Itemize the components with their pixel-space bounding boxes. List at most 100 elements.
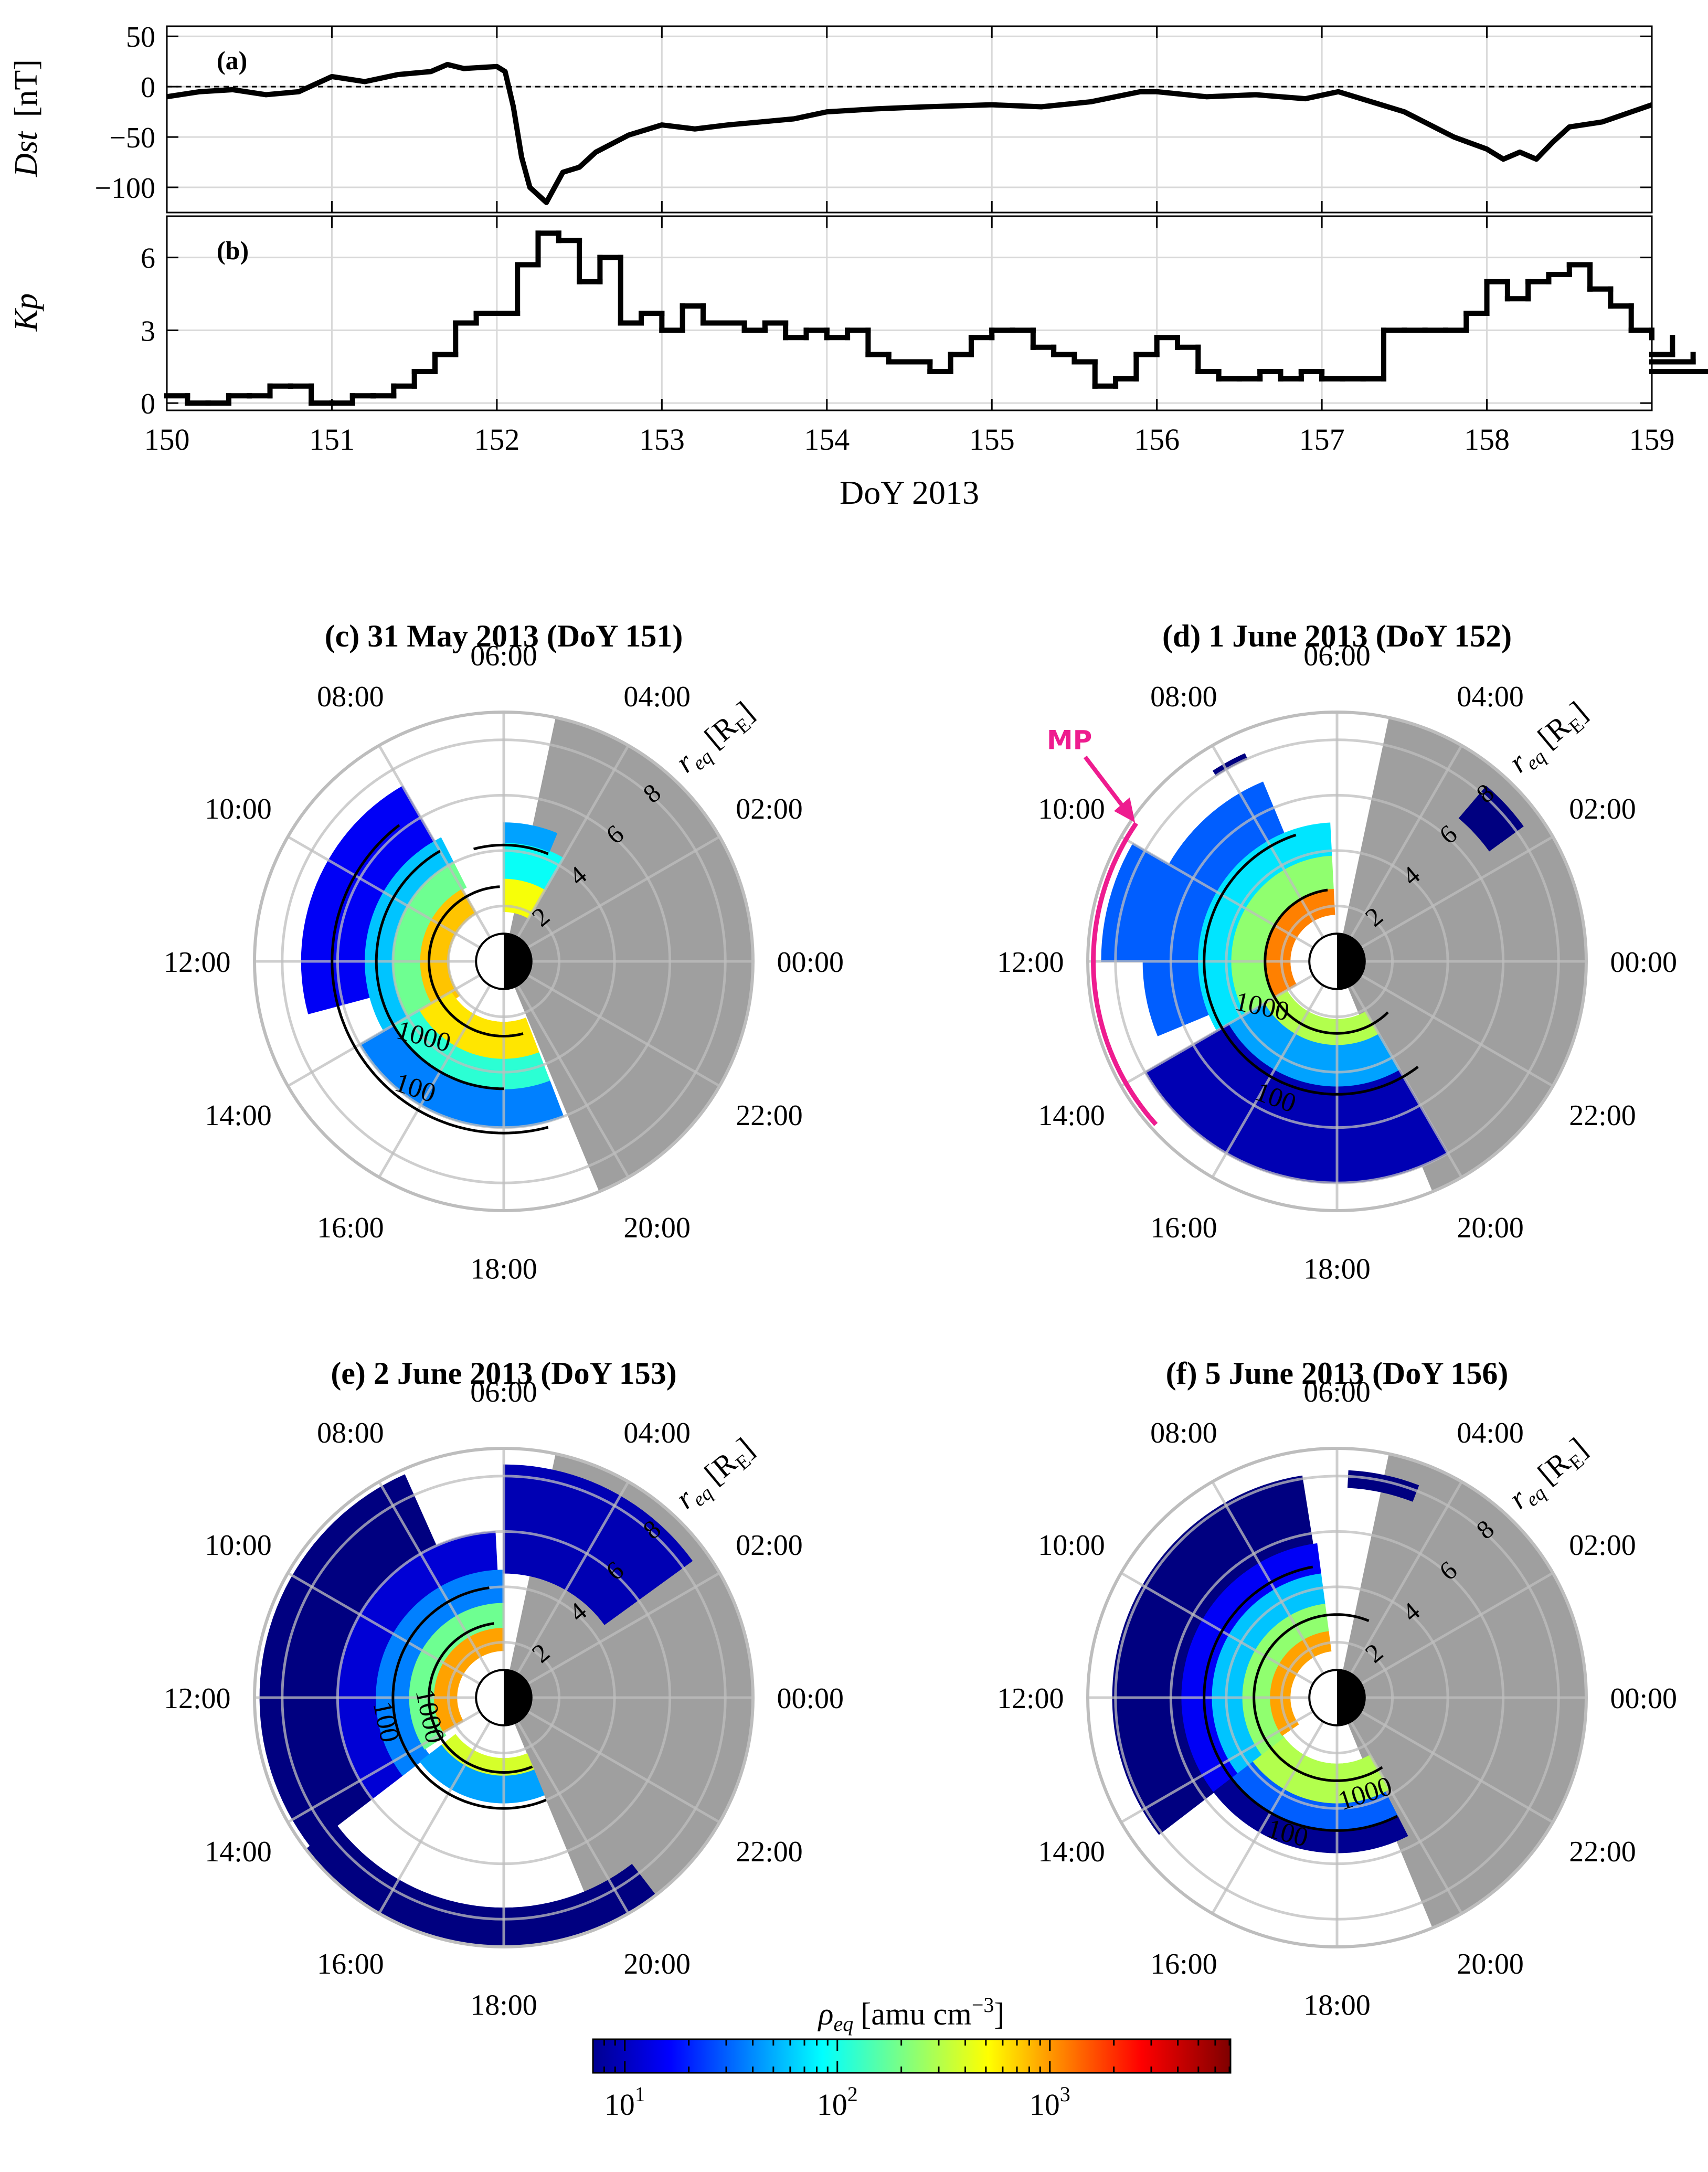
density-contour bbox=[1253, 1613, 1370, 1746]
mlt-label: 12:00 bbox=[997, 946, 1064, 979]
mlt-label: 12:00 bbox=[164, 1682, 231, 1715]
colorbar-tick-label: 102 bbox=[817, 2082, 858, 2122]
density-cell bbox=[419, 991, 539, 1059]
colorbar-unit-sup: −3 bbox=[972, 1993, 994, 2017]
polar-spoke bbox=[1350, 984, 1463, 1178]
mlt-label: 04:00 bbox=[623, 681, 691, 713]
colorbar-tick-base: 10 bbox=[604, 2088, 635, 2122]
mlt-label: 16:00 bbox=[317, 1212, 384, 1244]
mlt-label: 14:00 bbox=[1038, 1099, 1105, 1132]
polar-spoke bbox=[527, 1710, 720, 1824]
density-contour bbox=[375, 850, 441, 1020]
kp-y-tick-label: 0 bbox=[141, 388, 155, 420]
polar-spoke bbox=[1350, 1721, 1463, 1914]
kp-x-ticks: 150 151 152 153 154 155 156 157 158 159 bbox=[144, 216, 1675, 457]
kp-x-tick-label: 155 bbox=[969, 422, 1015, 457]
polar-spoke bbox=[1211, 1481, 1324, 1675]
polar-spoke bbox=[1211, 1721, 1324, 1914]
kp-x-tick-label: 153 bbox=[639, 422, 685, 457]
polar-spoke bbox=[1211, 984, 1324, 1178]
mlt-label: 08:00 bbox=[1150, 1417, 1217, 1449]
polar-panel-d: (d) 1 June 2013 (DoY 152)100010000:0002:… bbox=[997, 619, 1677, 1285]
kp-y-ticks: 6 3 0 bbox=[141, 242, 1652, 420]
polar-spoke bbox=[516, 1481, 630, 1675]
colorbar-tick-exp: 3 bbox=[1060, 2082, 1070, 2106]
density-colorbar: 101 102 103 ρeq [amu cm−3] bbox=[592, 1993, 1232, 2122]
density-contour bbox=[1267, 1744, 1383, 1782]
kp-x-tick-label: 159 bbox=[1629, 422, 1675, 457]
mlt-label: 16:00 bbox=[1150, 1948, 1217, 1980]
polar-spoke bbox=[1360, 1710, 1554, 1824]
mlt-label: 22:00 bbox=[736, 1836, 803, 1868]
polar-panel-e: (e) 2 June 2013 (DoY 153)100010000:0002:… bbox=[164, 1356, 844, 2021]
mlt-label: 20:00 bbox=[623, 1948, 691, 1980]
density-cell bbox=[419, 1744, 545, 1804]
mlt-label: 18:00 bbox=[1303, 1989, 1371, 2021]
density-contour bbox=[1203, 833, 1297, 1043]
colorbar-symbol-sub: eq bbox=[833, 2012, 853, 2036]
polar-spoke bbox=[287, 974, 481, 1087]
kp-y-tick-label: 6 bbox=[141, 242, 155, 275]
radius-unit: [R bbox=[698, 1445, 743, 1491]
magnetopause-arrowhead bbox=[1114, 797, 1136, 823]
dst-y-unit: [nT] bbox=[8, 59, 44, 117]
mlt-label: 18:00 bbox=[470, 1253, 537, 1285]
density-contour bbox=[404, 1747, 547, 1810]
polar-spoke bbox=[1120, 1572, 1314, 1685]
mlt-label: 10:00 bbox=[205, 793, 272, 825]
polar-spoke bbox=[378, 984, 491, 1178]
no-coverage-sector bbox=[510, 717, 753, 1192]
polar-panel-f: (f) 5 June 2013 (DoY 156)100010000:0002:… bbox=[997, 1356, 1677, 2021]
polar-spoke bbox=[287, 835, 481, 949]
polar-title-c: (c) 31 May 2013 (DoY 151) bbox=[325, 619, 683, 653]
mlt-label: 16:00 bbox=[317, 1948, 384, 1980]
polar-spoke bbox=[527, 974, 720, 1087]
kp-y-axis-label: Kp bbox=[8, 293, 44, 332]
polar-spoke bbox=[1360, 1572, 1554, 1685]
dst-panel-label: (a) bbox=[217, 46, 247, 75]
colorbar-tick-exp: 1 bbox=[635, 2082, 645, 2106]
polar-spoke bbox=[1120, 974, 1314, 1087]
earth-nightside bbox=[504, 1670, 532, 1725]
dst-y-tick-label: −100 bbox=[94, 172, 155, 205]
dst-y-var: Dst bbox=[8, 131, 44, 177]
kp-x-tick-label: 152 bbox=[474, 422, 519, 457]
radius-unit: [R bbox=[1531, 709, 1576, 755]
mlt-label: 18:00 bbox=[1303, 1253, 1371, 1285]
radius-unit: [R bbox=[1531, 1445, 1576, 1491]
mlt-label: 20:00 bbox=[1457, 1948, 1524, 1980]
mlt-label: 10:00 bbox=[1038, 1529, 1105, 1562]
polar-grid bbox=[1086, 711, 1588, 1212]
kp-panel-label: (b) bbox=[217, 236, 249, 265]
polar-spoke bbox=[287, 1710, 481, 1824]
mlt-label: 10:00 bbox=[1038, 793, 1105, 825]
kp-step-series bbox=[164, 230, 1708, 406]
mlt-label: 02:00 bbox=[1569, 1529, 1636, 1562]
dst-series-line bbox=[166, 61, 1653, 205]
mlt-label: 00:00 bbox=[777, 1682, 844, 1715]
mlt-label: 14:00 bbox=[1038, 1836, 1105, 1868]
density-contour bbox=[440, 1737, 533, 1774]
density-contour bbox=[428, 1622, 494, 1739]
mlt-label: 10:00 bbox=[205, 1529, 272, 1562]
polar-spoke bbox=[378, 745, 491, 938]
mlt-label: 20:00 bbox=[1457, 1212, 1524, 1244]
mlt-label: 00:00 bbox=[777, 946, 844, 979]
kp-x-tick-label: 154 bbox=[804, 422, 850, 457]
density-contour bbox=[1274, 997, 1389, 1035]
mlt-label: 08:00 bbox=[1150, 681, 1217, 713]
colorbar-symbol: ρ bbox=[818, 1997, 834, 2031]
density-contour bbox=[427, 885, 500, 1000]
mlt-label: 08:00 bbox=[317, 681, 384, 713]
dst-y-tick-label: 50 bbox=[126, 21, 155, 54]
mlt-label: 22:00 bbox=[1569, 1836, 1636, 1868]
mlt-label: 06:00 bbox=[470, 1376, 537, 1408]
colorbar-unit: [amu cm bbox=[861, 1997, 972, 2031]
polar-spoke bbox=[1350, 745, 1463, 938]
svg-text:Dst [nT]: Dst [nT] bbox=[8, 59, 44, 177]
mlt-label: 06:00 bbox=[1303, 1376, 1371, 1408]
polar-spoke bbox=[1120, 835, 1314, 949]
kp-y-tick-label: 3 bbox=[141, 315, 155, 347]
kp-x-tick-label: 151 bbox=[309, 422, 355, 457]
